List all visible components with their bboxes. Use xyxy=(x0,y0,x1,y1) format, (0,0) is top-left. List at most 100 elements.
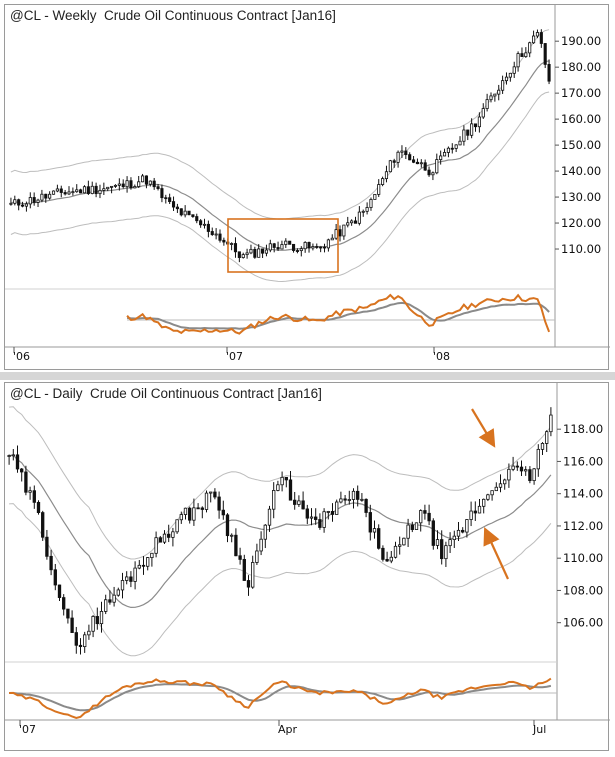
candle-body xyxy=(86,186,90,194)
candle-body xyxy=(57,584,62,598)
candle-body xyxy=(473,123,478,128)
candle-body xyxy=(90,185,94,194)
candle-body xyxy=(41,512,45,538)
candle-body xyxy=(249,248,253,254)
candle-body xyxy=(99,611,104,625)
candle-body xyxy=(146,557,150,567)
candle-body xyxy=(98,189,102,195)
candle-body xyxy=(357,211,361,224)
candle-body xyxy=(255,550,259,563)
daily-chart-panel[interactable]: 118.00 116.00 114.00 112.00 110.00 108.00 106.… xyxy=(4,382,610,751)
candle-body xyxy=(272,490,276,510)
candle-body xyxy=(454,144,458,149)
candle-body xyxy=(66,608,70,619)
candle-body xyxy=(477,116,481,128)
candle-body xyxy=(179,514,183,521)
candle-body xyxy=(245,252,249,256)
candle-body xyxy=(28,197,32,205)
daily-chart-plot: 118.00 116.00 114.00 112.00 110.00 108.00 106.… xyxy=(5,383,610,736)
candle-body xyxy=(102,188,106,191)
candle-body xyxy=(288,479,293,501)
candle-body xyxy=(221,509,225,516)
candle-body xyxy=(214,233,218,236)
candle-body xyxy=(253,248,257,258)
y-tick-label: 112.00 xyxy=(563,519,603,533)
candle-body xyxy=(171,201,176,208)
candle-body xyxy=(55,188,59,192)
candle-body xyxy=(106,186,110,190)
candle-body xyxy=(242,558,246,581)
candle-body xyxy=(295,250,299,252)
x-tick-label: '07 xyxy=(226,350,243,363)
candle-body xyxy=(192,507,196,521)
candle-body xyxy=(335,501,339,515)
candle-body xyxy=(218,233,222,241)
candle-body xyxy=(452,535,456,540)
candle-body xyxy=(435,539,440,546)
candle-body xyxy=(48,193,52,199)
candle-body xyxy=(365,207,369,212)
candle-body xyxy=(392,160,396,163)
candle-body xyxy=(125,180,129,188)
candle-body xyxy=(485,99,489,109)
candle-body xyxy=(330,511,335,515)
candle-body xyxy=(168,197,172,202)
candle-body xyxy=(314,516,318,520)
y-tick-label: 160.00 xyxy=(561,112,601,126)
candle-body xyxy=(191,214,195,217)
candle-body xyxy=(393,545,398,558)
candle-body xyxy=(141,564,146,567)
candle-body xyxy=(396,151,400,163)
candle-body xyxy=(199,220,203,226)
moving-average-line xyxy=(9,454,552,609)
weekly-chart-panel[interactable]: 190.00 180.00 170.00 160.00 150.00 140.00 130.… xyxy=(4,4,610,370)
candle-body xyxy=(350,220,354,224)
candle-body xyxy=(465,519,469,533)
candle-body xyxy=(213,491,217,498)
candle-body xyxy=(334,229,338,239)
candle-body xyxy=(71,191,75,194)
candle-body xyxy=(493,93,497,97)
candle-body xyxy=(222,239,226,243)
candle-body xyxy=(251,562,255,588)
candle-body xyxy=(183,507,188,515)
candle-body xyxy=(24,471,28,493)
candle-body xyxy=(284,476,288,481)
candle-body xyxy=(431,520,435,546)
candle-body xyxy=(477,505,482,514)
candle-body xyxy=(276,484,280,491)
candle-body xyxy=(536,448,540,470)
candle-body xyxy=(481,108,485,118)
panel-separator xyxy=(0,372,615,380)
y-tick-label: 110.00 xyxy=(561,242,601,256)
candle-body xyxy=(183,210,187,216)
candle-body xyxy=(490,490,494,496)
candle-body xyxy=(446,147,450,153)
candle-body xyxy=(36,501,41,513)
candle-body xyxy=(389,556,393,562)
candle-body xyxy=(545,431,549,444)
candle-body xyxy=(53,569,57,586)
candle-body xyxy=(414,522,419,530)
candle-body xyxy=(549,414,553,433)
candle-body xyxy=(40,193,44,201)
candle-body xyxy=(319,246,323,249)
candle-body xyxy=(63,192,67,195)
candle-body xyxy=(461,529,465,533)
weekly-chart-plot: 190.00 180.00 170.00 160.00 150.00 140.00 130.… xyxy=(5,5,610,363)
candle-body xyxy=(462,129,466,142)
candle-body xyxy=(381,178,385,185)
candle-body xyxy=(20,468,24,473)
candle-body xyxy=(435,159,439,174)
candle-body xyxy=(431,172,435,176)
y-tick-label: 110.00 xyxy=(563,551,603,565)
candle-body xyxy=(259,538,263,552)
candle-body xyxy=(257,248,261,258)
candle-body xyxy=(516,53,520,68)
candle-body xyxy=(404,150,408,156)
candle-body xyxy=(528,42,532,54)
candle-body xyxy=(280,476,284,486)
candle-body xyxy=(116,589,120,596)
candle-body xyxy=(410,524,414,530)
candle-body xyxy=(11,454,15,457)
